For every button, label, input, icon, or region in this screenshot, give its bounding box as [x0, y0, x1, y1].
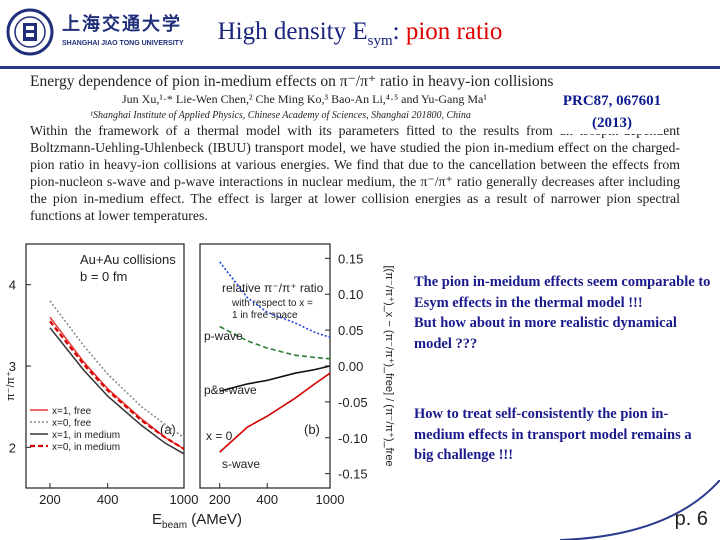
panel-b-y-tick-label: -0.10: [338, 431, 368, 446]
panel-a-annotation: b = 0 fm: [80, 269, 127, 284]
panel-a-legend-label: x=1, in medium: [52, 430, 120, 441]
decorative-corner-curve: [560, 480, 720, 540]
panel-b-x-tick-label: 200: [209, 492, 231, 507]
title-divider: [0, 66, 720, 69]
panel-b-y-tick-label: 0.00: [338, 359, 363, 374]
panel-b-y-tick-label: 0.10: [338, 287, 363, 302]
panel-a-y-axis-label: π⁻/π⁺: [5, 371, 17, 401]
slide-title-main: High density E: [217, 18, 368, 45]
panel-a-x-tick-label: 400: [97, 492, 119, 507]
panel-a-x-tick-label: 1000: [170, 492, 199, 507]
paper-reference: PRC87, 067601 (2013): [560, 90, 664, 134]
panel-b-series-line: [219, 325, 331, 360]
panel-b-y-axis-label: [(π⁻/π⁺)_x − (π⁻/π⁺)_free] / (π⁻/π⁺)_fre…: [383, 265, 395, 466]
university-logo-english: SHANGHAI JIAO TONG UNIVERSITY: [62, 40, 184, 47]
panel-b-series-label: x = 0: [206, 429, 233, 443]
panel-a-legend-label: x=1, free: [52, 406, 92, 417]
panel-a-legend-label: x=0, in medium: [52, 442, 120, 453]
slide-title: High density Esym: pion ratio: [0, 18, 720, 50]
panel-b-panel-label: (b): [304, 422, 320, 437]
panel-b-series-line: [219, 372, 331, 453]
panel-a-annotation: Au+Au collisions: [80, 252, 176, 267]
paper-title: Energy dependence of pion in-medium effe…: [30, 73, 554, 90]
panel-b-y-tick-label: -0.15: [338, 467, 368, 482]
panel-a-y-tick-label: 4: [9, 278, 16, 293]
reference-journal: PRC87, 067601: [562, 93, 662, 109]
panel-b-series-label: p&s-wave: [204, 383, 257, 397]
slide-title-colon: :: [392, 18, 406, 45]
panel-b-x-tick-label: 1000: [316, 492, 345, 507]
paper-abstract: Within the framework of a thermal model …: [30, 123, 680, 223]
comment-transport-challenge: How to treat self-consistently the pion …: [414, 406, 692, 463]
panel-a-legend-label: x=0, free: [52, 418, 92, 429]
panel-a-series-line: [49, 327, 185, 455]
pion-ratio-figure: 2 3 4 π⁻/π⁺ Au+Au collisions b = 0 fm (a) x=1, …: [5, 243, 395, 531]
university-seal-icon: [6, 8, 54, 56]
panel-b-series-label: p-wave: [204, 329, 243, 343]
panel-a-y-tick-label: 3: [9, 359, 16, 374]
panel-b-series-label: s-wave: [222, 457, 260, 471]
shared-x-axis: 200 400 1000 200 400 1000 Ebeam (AMeV): [39, 492, 344, 531]
panel-b-title-line: relative π⁻/π⁺ ratio: [222, 281, 324, 295]
panel-b-y-tick-label: 0.15: [338, 251, 363, 266]
paper-excerpt: Energy dependence of pion in-medium effe…: [30, 72, 688, 244]
reference-year: (2013): [592, 115, 632, 131]
panel-a-x-tick-label: 200: [39, 492, 61, 507]
panel-a-series-line: [49, 300, 185, 439]
paper-affiliation: ¹Shanghai Institute of Applied Physics, …: [90, 110, 471, 121]
comment-thermal-line2: But how about in more realistic dynamica…: [414, 315, 677, 352]
panel-b-y-tick-label: 0.05: [338, 323, 363, 338]
chart-panel-a: 2 3 4 π⁻/π⁺ Au+Au collisions b = 0 fm (a) x=1, …: [5, 243, 185, 489]
panel-b-x-tick-label: 400: [256, 492, 278, 507]
panel-b-y-tick-label: -0.05: [338, 395, 368, 410]
x-axis-label: Ebeam (AMeV): [152, 511, 242, 531]
panel-b-series-line: [219, 261, 331, 339]
chart-panel-b: 0.15 0.10 0.05 0.00 -0.05 -0.10 -0.15 [(π⁻/π⁺)_…: [199, 243, 395, 489]
page-number: p. 6: [674, 508, 708, 530]
comment-thermal-line1: The pion in-meidum effects seem comparab…: [414, 274, 711, 311]
panel-b-title-line: 1 in free space: [232, 310, 298, 321]
university-logo-chinese: 上海交通大学: [62, 14, 182, 35]
panel-b-title-line: with respect to x =: [231, 298, 313, 309]
comment-thermal-model: The pion in-meidum effects seem comparab…: [414, 272, 714, 354]
panel-a-series-line: [49, 320, 185, 450]
panel-a-y-tick-label: 2: [9, 440, 16, 455]
slide-title-subscript: sym: [367, 33, 393, 49]
slide-title-highlight: pion ratio: [405, 18, 503, 45]
panel-a-panel-label: (a): [160, 422, 176, 437]
panel-b-series-line: [219, 365, 331, 392]
paper-authors: Jun Xu,¹·* Lie-Wen Chen,² Che Ming Ko,³ …: [122, 92, 487, 106]
